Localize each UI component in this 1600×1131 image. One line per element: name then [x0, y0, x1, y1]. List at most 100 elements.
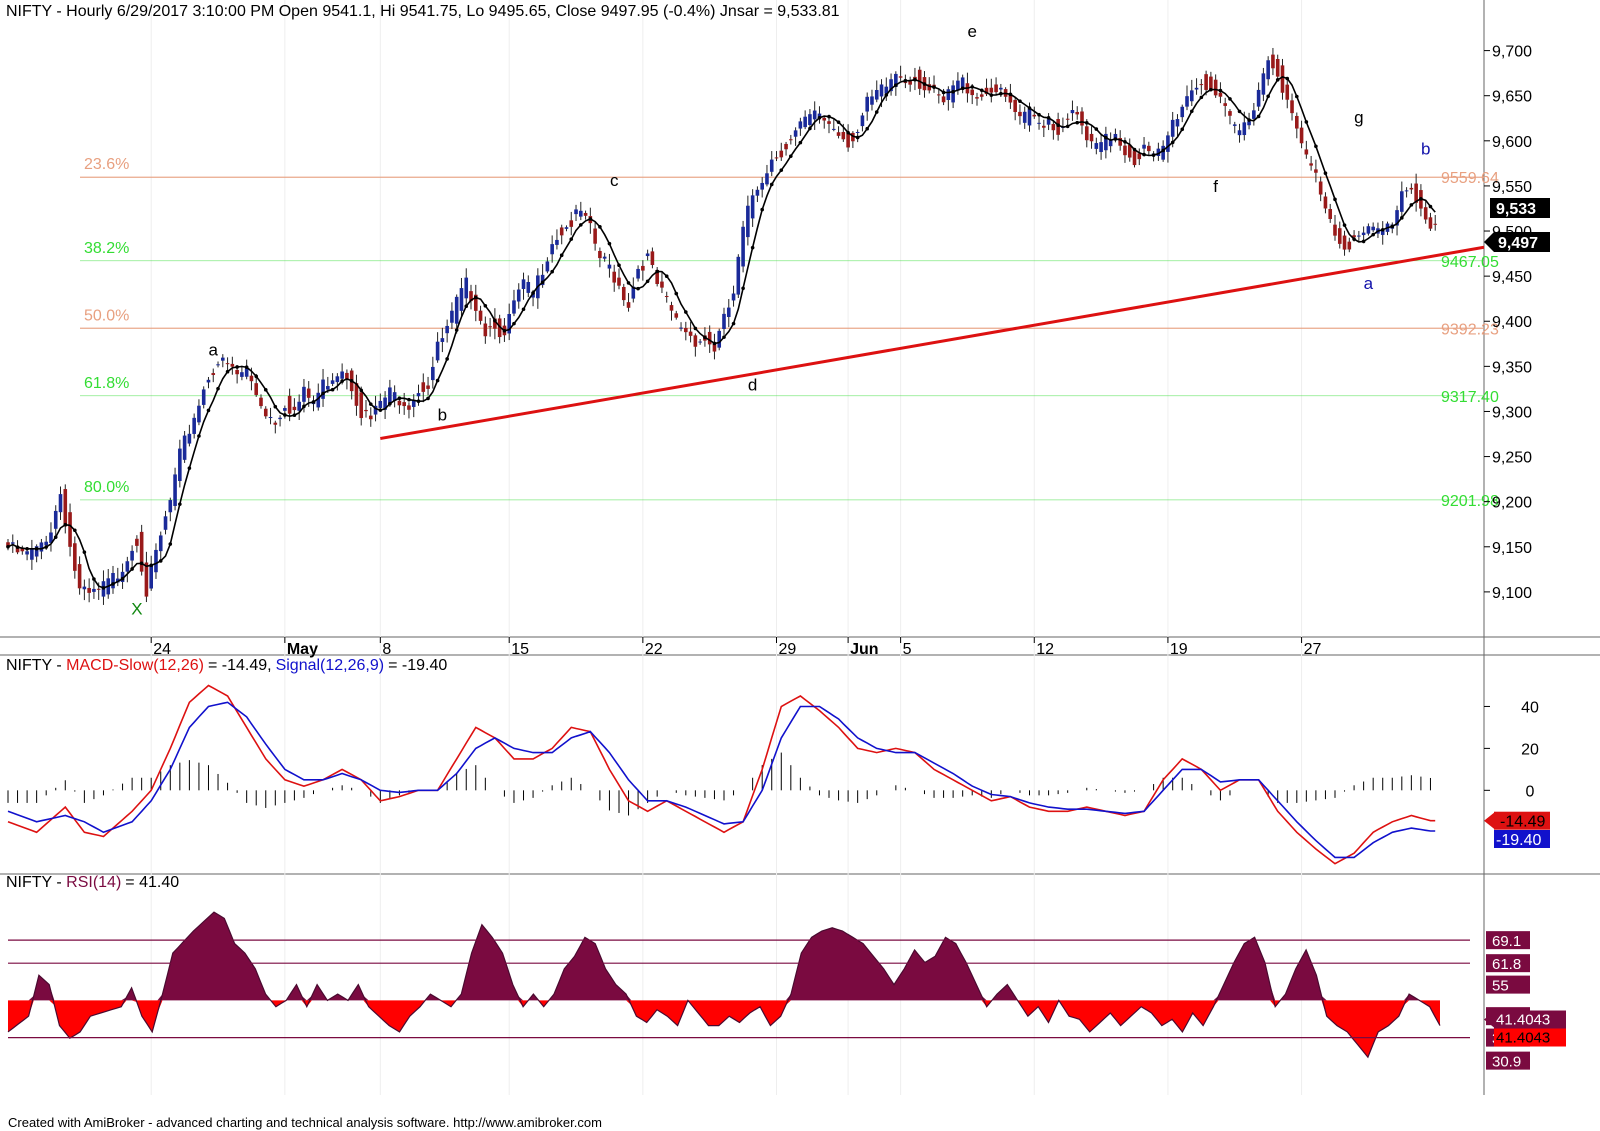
- candle-body: [1013, 99, 1017, 113]
- candle-body: [1108, 139, 1113, 147]
- candle-body: [1237, 130, 1242, 136]
- candle-body: [1118, 138, 1122, 146]
- date-x-tick-label: 15: [511, 641, 529, 658]
- candle-body: [249, 375, 254, 382]
- candle-body: [1037, 122, 1041, 124]
- sar-dot: [636, 286, 640, 291]
- candle-body: [178, 448, 182, 482]
- candle-body: [1242, 122, 1247, 136]
- candle-body: [526, 281, 531, 293]
- candle-body: [1008, 93, 1013, 103]
- candle-body: [173, 474, 177, 506]
- price-y-axis: 9,100 9,150 9,200 9,250 9,300 9,350 9,400 9,450…: [1484, 44, 1532, 602]
- rsi-level-box: [1486, 954, 1530, 973]
- candle-body: [1099, 142, 1103, 153]
- sar-dot: [445, 357, 449, 361]
- trendline-group: [380, 245, 1485, 441]
- candle-body: [20, 547, 25, 552]
- macd-title: NIFTY - MACD-Slow(12,26) = -14.49, Signal(…: [6, 657, 447, 674]
- sar-dot: [989, 93, 994, 97]
- candle-body: [1161, 145, 1165, 160]
- sar-dot: [741, 286, 745, 291]
- price-y-tick-label: 9,650: [1492, 89, 1532, 106]
- candle-body: [235, 369, 239, 375]
- sar-dot: [626, 281, 631, 285]
- sar-dot: [951, 89, 955, 94]
- candle-body: [34, 546, 39, 557]
- sar-dot: [1218, 88, 1223, 93]
- sar-dot: [120, 576, 125, 581]
- candle-body: [1285, 84, 1290, 100]
- candle-body: [240, 372, 244, 377]
- sar-price-box: [1490, 198, 1550, 218]
- candle-body: [1032, 114, 1037, 117]
- candle-body: [192, 417, 196, 434]
- candle-body: [621, 286, 626, 301]
- candle-body: [139, 531, 144, 572]
- candle-body: [1361, 232, 1366, 236]
- sar-dot: [225, 369, 230, 374]
- sar-dot: [1361, 239, 1366, 244]
- sar-dot: [1342, 223, 1347, 227]
- candle-body: [984, 87, 989, 95]
- candle-body: [946, 89, 951, 100]
- price-y-tick-label: 9,150: [1492, 540, 1532, 557]
- sar-dot: [760, 207, 764, 212]
- sar-dot: [1380, 227, 1385, 232]
- candle-body: [774, 157, 779, 159]
- fib-level-percent: 23.6%: [84, 156, 129, 173]
- sar-dot: [1104, 135, 1108, 140]
- candle-body: [917, 69, 922, 89]
- price-y-tick-label: 9,400: [1492, 314, 1532, 331]
- candle-body: [579, 210, 583, 217]
- candle-body: [516, 289, 521, 302]
- sar-dot: [340, 379, 344, 383]
- candle-body: [368, 415, 373, 420]
- candle-body: [1051, 124, 1056, 131]
- candle-body: [898, 76, 903, 78]
- fib-level-percent: 61.8%: [84, 375, 129, 392]
- sar-dot: [454, 328, 459, 332]
- sar-dot: [1046, 116, 1051, 120]
- sar-dot: [178, 502, 182, 506]
- sar-dot: [999, 91, 1003, 96]
- macd-y-tick-label: 40: [1521, 699, 1539, 716]
- candle-body: [1142, 144, 1146, 149]
- sar-dot: [1151, 153, 1156, 157]
- signal-line: [7, 701, 1436, 859]
- rsi-end-label-secondary: 41.4043: [1496, 1030, 1550, 1047]
- fib-level-percent: 38.2%: [84, 240, 129, 257]
- candle-body: [1295, 115, 1299, 129]
- candle-body: [244, 368, 249, 377]
- candle-body: [641, 265, 645, 271]
- candle-body: [58, 494, 63, 513]
- candle-body: [1123, 145, 1127, 156]
- candle-body: [927, 84, 932, 91]
- sar-dot: [579, 223, 583, 227]
- rsi-line: [7, 911, 1441, 1059]
- candle-body: [999, 87, 1003, 90]
- candle-body: [1299, 127, 1304, 144]
- sar-dot: [1323, 171, 1328, 175]
- candle-body: [6, 542, 10, 547]
- candle-body: [650, 251, 655, 266]
- sar-dot: [473, 295, 478, 300]
- candle-body: [440, 338, 445, 342]
- candle-body: [459, 288, 464, 311]
- rsi-overbought-fill: [8, 912, 1440, 1001]
- candle-body: [111, 572, 115, 589]
- sar-dot: [1161, 148, 1165, 153]
- candle-body: [531, 292, 535, 298]
- candle-body: [545, 261, 550, 272]
- candle-body: [30, 549, 34, 560]
- candle-body: [698, 341, 702, 343]
- candle-body: [221, 357, 225, 361]
- candle-body: [979, 94, 984, 97]
- footer-credit: Created with AmiBroker - advanced charti…: [8, 1115, 602, 1130]
- wave-label: d: [748, 376, 757, 395]
- sar-dot: [92, 577, 96, 581]
- signal-end-label: -19.40: [1496, 832, 1541, 849]
- candle-body: [1256, 89, 1261, 107]
- candle-body: [564, 227, 569, 229]
- sar-dot: [769, 182, 774, 187]
